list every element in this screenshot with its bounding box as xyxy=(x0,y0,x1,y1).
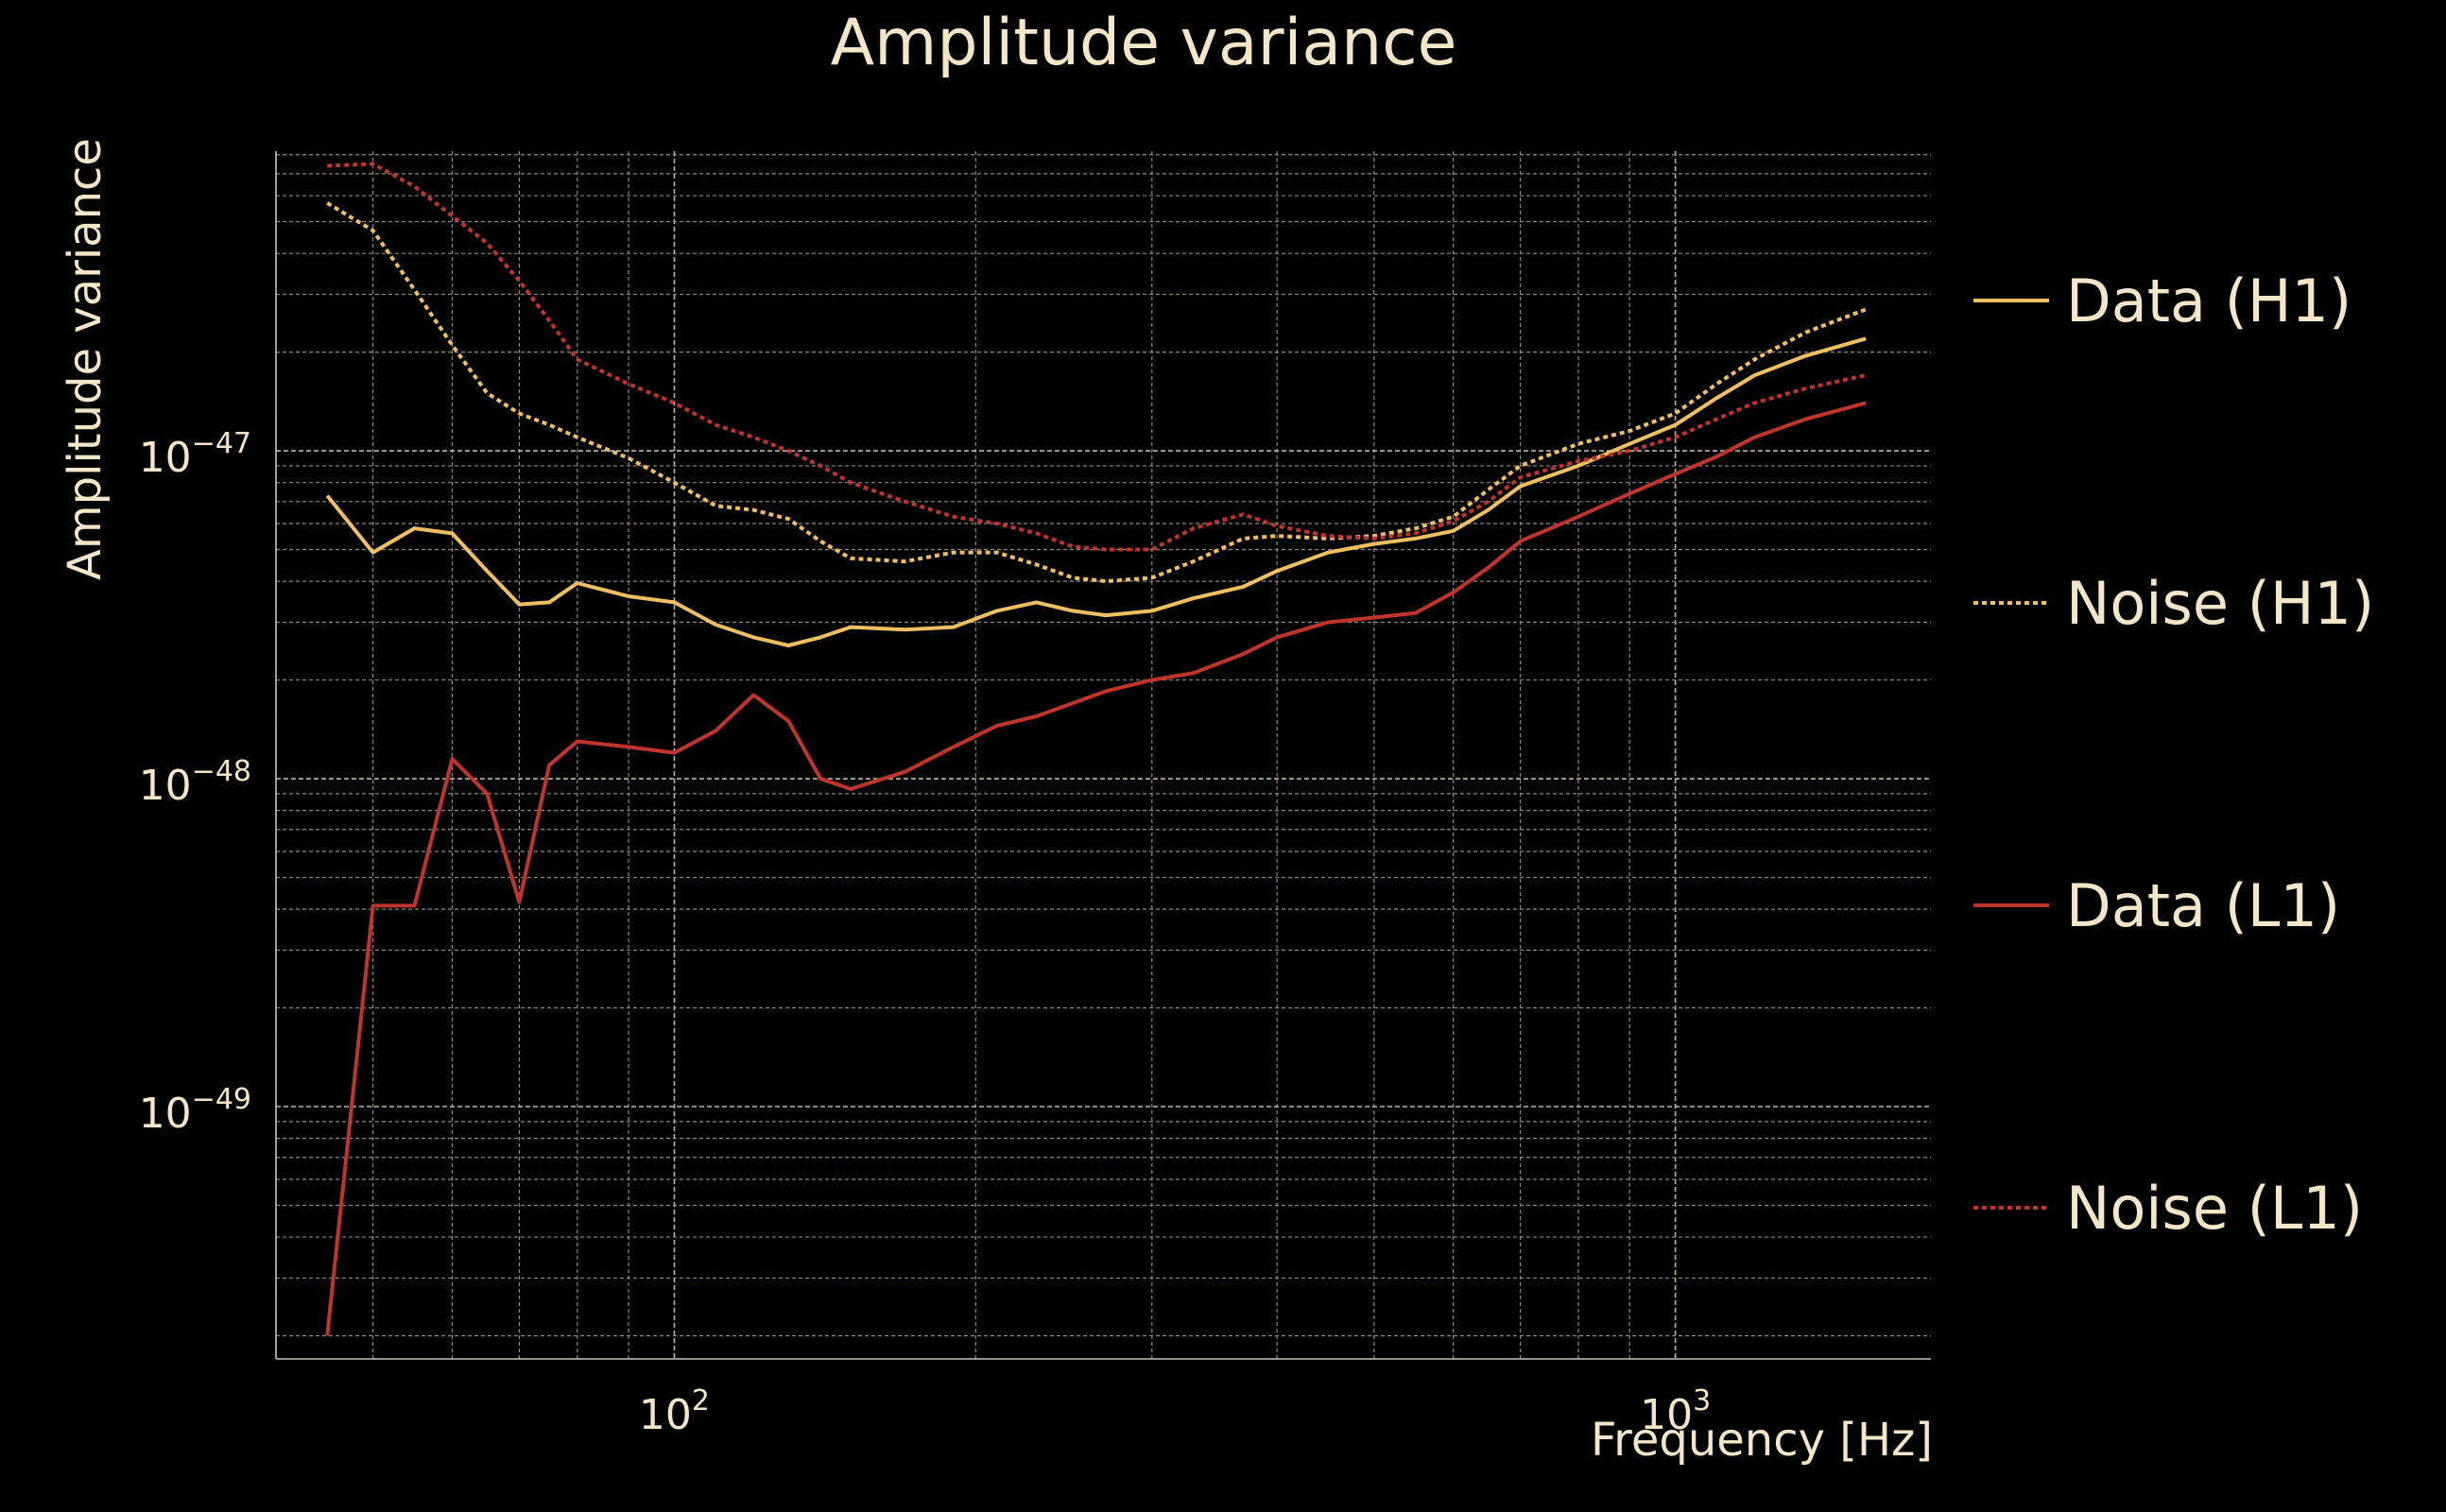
x-tick-label: 102 xyxy=(639,1384,710,1439)
tick-labels: 102 103 10−49 10−48 10−47 xyxy=(139,427,1711,1439)
y-tick-label: 10−49 xyxy=(139,1083,251,1138)
x-tick-label: 103 xyxy=(1640,1384,1711,1439)
legend: Data (H1) Noise (H1) Data (L1) Noise (L1) xyxy=(1973,266,2374,1243)
series-line-data-l1 xyxy=(325,401,1867,1336)
legend-label: Data (L1) xyxy=(2066,871,2340,940)
legend-label: Noise (H1) xyxy=(2066,569,2374,638)
legend-label: Noise (L1) xyxy=(2066,1174,2363,1243)
series-line-noise-l1 xyxy=(327,162,1867,552)
plot-grid xyxy=(275,151,1931,1359)
x-axis-label: Frequency [Hz] xyxy=(1591,1414,1933,1467)
plot-axes xyxy=(275,151,1931,1360)
y-tick-label: 10−47 xyxy=(139,427,251,482)
series-line-noise-h1 xyxy=(326,201,1867,584)
y-tick-label: 10−48 xyxy=(139,755,251,810)
y-axis-label: Amplitude variance xyxy=(59,138,112,580)
chart-title: Amplitude variance xyxy=(831,6,1457,80)
plot-series xyxy=(325,162,1867,1336)
legend-label: Data (H1) xyxy=(2066,266,2351,335)
series-line-data-h1 xyxy=(325,336,1867,647)
